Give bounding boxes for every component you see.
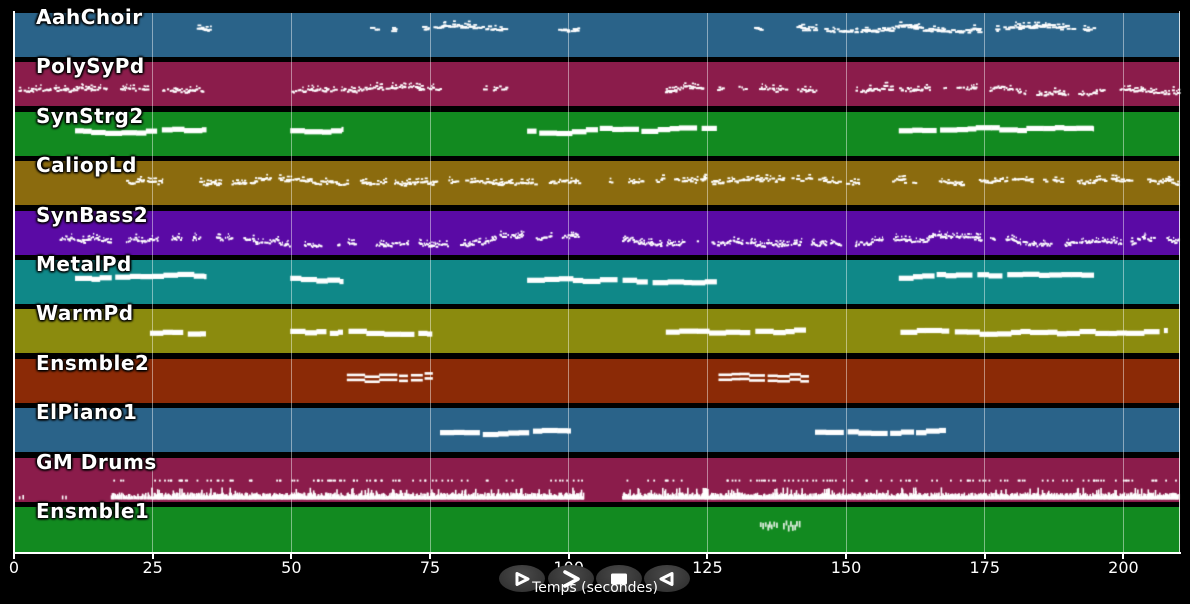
rewind-button[interactable] xyxy=(644,565,690,592)
x-tick-mark xyxy=(983,554,986,559)
x-tick-mark xyxy=(706,554,709,559)
track-label: CaliopLd xyxy=(36,153,138,178)
fast-forward-icon xyxy=(558,569,584,588)
right-spine xyxy=(1179,11,1180,553)
x-tick-label: 125 xyxy=(692,558,723,577)
x-tick-label: 200 xyxy=(1108,558,1139,577)
x-tick-mark xyxy=(1122,554,1125,559)
x-tick-label: 50 xyxy=(281,558,302,577)
x-tick-label: 75 xyxy=(419,558,441,577)
track-label: SynBass2 xyxy=(36,202,149,227)
x-tick-label: 25 xyxy=(142,558,163,577)
stop-icon xyxy=(608,571,630,587)
x-tick-mark xyxy=(567,554,570,559)
x-axis-title: Temps (secondes) xyxy=(532,580,658,596)
x-tick-mark xyxy=(13,554,15,559)
x-tick-label: 175 xyxy=(969,558,1001,577)
y-axis-spine xyxy=(13,11,15,553)
track-label: Ensmble2 xyxy=(36,350,150,375)
x-tick-mark xyxy=(429,554,432,559)
x-axis-line xyxy=(13,552,1181,554)
play-button[interactable] xyxy=(499,565,545,592)
track-label: Ensmble1 xyxy=(36,499,150,523)
track-label: MetalPd xyxy=(36,252,132,276)
stop-button[interactable] xyxy=(596,565,642,592)
x-tick-label: 150 xyxy=(830,558,862,577)
x-tick-mark xyxy=(845,554,848,559)
x-tick-mark xyxy=(151,554,154,559)
track-label: SynStrg2 xyxy=(36,103,144,128)
play-icon xyxy=(511,571,533,587)
track-label: AahChoir xyxy=(36,5,143,29)
track-label: WarmPd xyxy=(36,301,134,326)
fast-forward-button[interactable] xyxy=(548,565,594,592)
track-label: GM Drums xyxy=(36,449,157,474)
rewind-icon xyxy=(656,571,678,587)
x-tick-label: 0 xyxy=(8,558,20,577)
x-tick-mark xyxy=(290,554,293,559)
track-label: PolySyPd xyxy=(36,54,145,79)
track-label: ElPiano1 xyxy=(36,400,138,425)
